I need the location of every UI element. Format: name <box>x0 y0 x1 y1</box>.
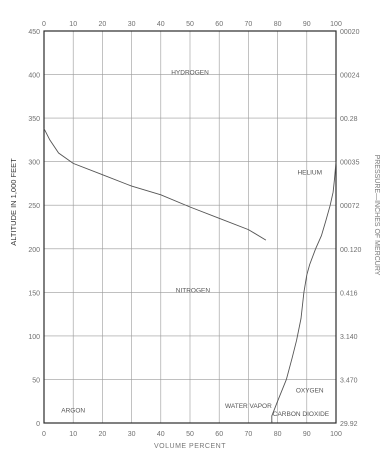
y-tick-label: 150 <box>28 290 40 297</box>
x-tick-label-top: 70 <box>245 21 253 28</box>
x-tick-label-top: 60 <box>215 21 223 28</box>
y-tick-label: 300 <box>28 160 40 167</box>
pressure-tick-label: 00.28 <box>340 116 358 123</box>
pressure-tick-label: 00072 <box>340 203 360 210</box>
x-tick-label: 10 <box>69 431 77 438</box>
x-axis-label: VOLUME PERCENT <box>154 443 226 450</box>
pressure-tick-label: 00035 <box>340 160 360 167</box>
pressure-tick-label: 00.120 <box>340 247 362 254</box>
x-tick-label: 50 <box>186 431 194 438</box>
x-tick-label: 20 <box>99 431 107 438</box>
x-tick-label-top: 90 <box>303 21 311 28</box>
x-tick-label: 70 <box>245 431 253 438</box>
x-tick-label: 40 <box>157 431 165 438</box>
pressure-tick-label: 29.92 <box>340 421 358 428</box>
x-tick-label-top: 10 <box>69 21 77 28</box>
region-label: OXYGEN <box>296 388 324 395</box>
x-tick-label: 60 <box>215 431 223 438</box>
region-label: WATER VAPOR <box>225 403 272 410</box>
y2-axis-label: PRESSURE—INCHES OF MERCURY <box>373 155 380 276</box>
plot-frame <box>43 30 337 424</box>
x-tick-label-top: 80 <box>274 21 282 28</box>
region-label: CARBON DIOXIDE <box>273 411 330 418</box>
x-tick-label-top: 50 <box>186 21 194 28</box>
region-label: HYDROGEN <box>171 70 209 77</box>
pressure-tick-label: 3.140 <box>340 334 358 341</box>
series-line-helium-nitrogen <box>303 161 337 293</box>
x-tick-label: 30 <box>128 431 136 438</box>
x-tick-label-top: 100 <box>330 21 342 28</box>
x-tick-label-top: 30 <box>128 21 136 28</box>
pressure-tick-label: 00020 <box>340 29 360 36</box>
y-axis-label: ALTITUDE IN 1,000 FEET <box>9 158 18 246</box>
y-tick-label: 0 <box>36 421 40 428</box>
pressure-tick-label: 3.470 <box>340 377 358 384</box>
series-line-nitrogen-oxygen <box>271 292 305 423</box>
x-tick-label-top: 20 <box>99 21 107 28</box>
y-tick-label: 200 <box>28 247 40 254</box>
y-tick-label: 350 <box>28 116 40 123</box>
x-tick-label-top: 0 <box>42 21 46 28</box>
x-tick-label: 0 <box>42 431 46 438</box>
y-tick-label: 50 <box>32 377 40 384</box>
y-tick-label: 400 <box>28 73 40 80</box>
x-tick-label: 90 <box>303 431 311 438</box>
region-label: HELIUM <box>297 170 322 177</box>
region-label: ARGON <box>61 408 85 415</box>
x-tick-label-top: 40 <box>157 21 165 28</box>
x-tick-label: 100 <box>330 431 342 438</box>
series-line-hydrogen-helium <box>43 128 267 241</box>
y-tick-label: 100 <box>28 334 40 341</box>
x-tick-label: 80 <box>274 431 282 438</box>
pressure-tick-label: 0.416 <box>340 290 358 297</box>
region-label: NITROGEN <box>176 287 211 294</box>
y-tick-label: 450 <box>28 29 40 36</box>
y-tick-label: 250 <box>28 203 40 210</box>
pressure-tick-label: 00024 <box>340 73 360 80</box>
